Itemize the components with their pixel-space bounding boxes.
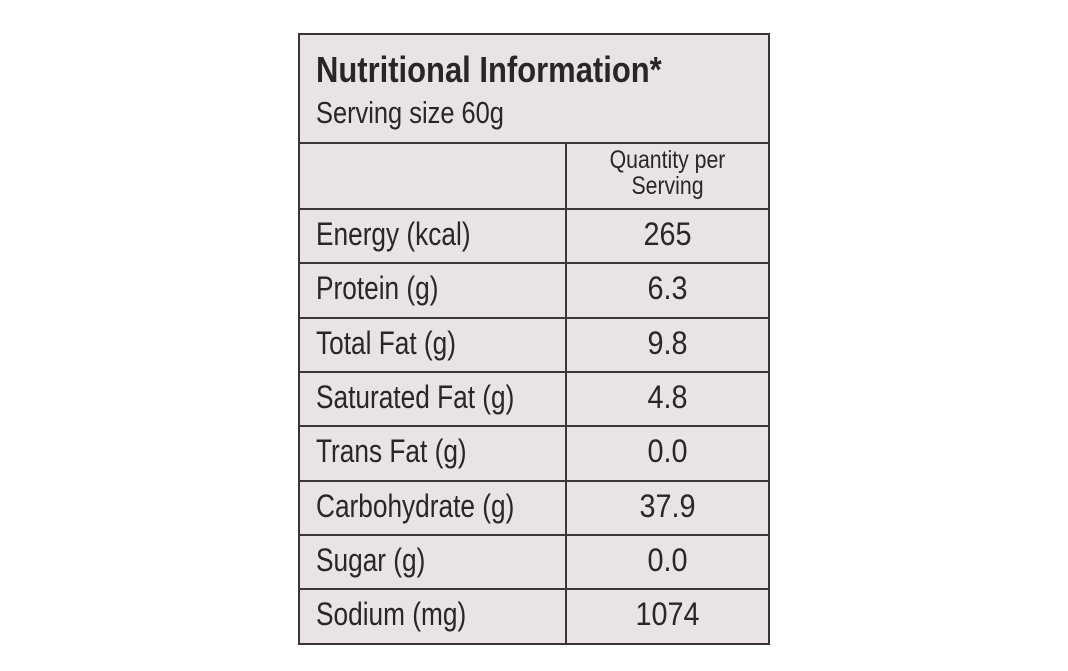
column-divider (565, 144, 567, 643)
nutrient-name: Sodium (mg) (316, 596, 467, 633)
nutrient-name: Saturated Fat (g) (316, 378, 515, 415)
nutrition-label: Nutritional Information* Serving size 60… (298, 33, 770, 645)
column-header-text: Quantity per Serving (609, 146, 726, 200)
nutrient-value: 1074 (635, 596, 700, 633)
column-header: Quantity per Serving (582, 147, 753, 199)
nutrient-value: 0.0 (647, 541, 688, 578)
nutrient-value: 265 (643, 216, 692, 252)
nutrient-name: Sugar (g) (316, 541, 426, 578)
nutrient-value: 4.8 (647, 378, 688, 415)
row-divider (300, 425, 768, 428)
row-divider (300, 208, 768, 210)
row-divider (300, 588, 768, 591)
nutrient-value: 9.8 (647, 324, 688, 361)
nutrient-value: 6.3 (647, 270, 688, 307)
subtitle: Serving size 60g (316, 95, 504, 130)
row-divider (300, 316, 768, 319)
nutrient-name: Total Fat (g) (316, 324, 456, 361)
nutrient-value: 37.9 (639, 487, 696, 524)
row-divider (300, 533, 768, 536)
row-divider (300, 370, 768, 373)
nutrient-name: Protein (g) (316, 270, 439, 307)
row-divider (300, 479, 768, 482)
divider (300, 142, 768, 144)
nutrient-value: 0.0 (647, 433, 688, 470)
title: Nutritional Information* (316, 49, 662, 90)
nutrient-name: Energy (kcal) (316, 216, 471, 252)
nutrient-name: Trans Fat (g) (316, 433, 467, 470)
row-divider (300, 262, 768, 265)
nutrient-name: Carbohydrate (g) (316, 487, 515, 524)
